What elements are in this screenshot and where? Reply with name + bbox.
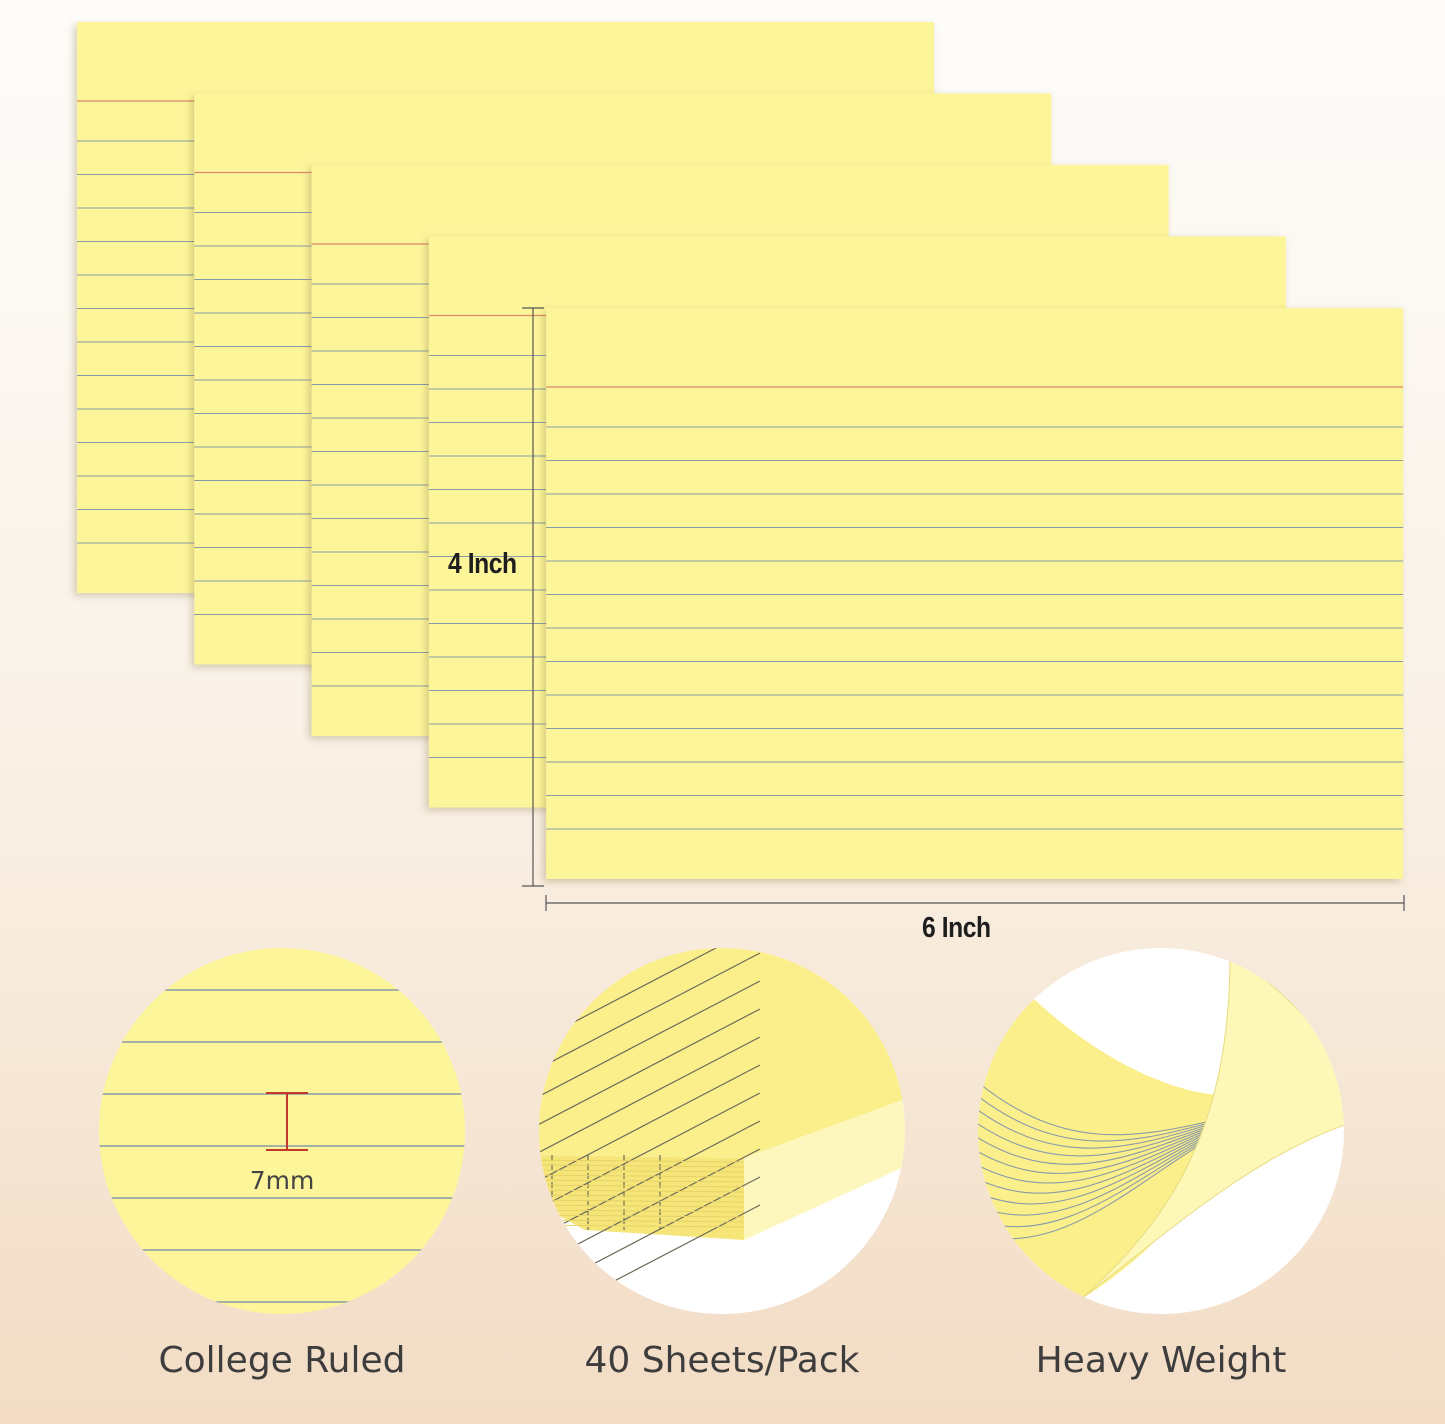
height-dimension-line — [522, 307, 544, 887]
sheet-stack-closeup — [539, 948, 905, 1314]
height-label: 4 Inch — [448, 548, 517, 580]
index-card — [546, 308, 1404, 879]
width-label: 6 Inch — [922, 912, 991, 944]
line-spacing-label: 7mm — [249, 1166, 315, 1195]
heavy-weight-closeup — [978, 948, 1344, 1314]
feature-label-college-ruled: College Ruled — [158, 1340, 406, 1381]
feature-label-heavy-weight: Heavy Weight — [1035, 1340, 1287, 1381]
feature-label-sheets-per-pack: 40 Sheets/Pack — [584, 1340, 860, 1381]
width-dimension-line — [545, 895, 1405, 911]
index-card-stack — [77, 22, 1404, 879]
college-ruled-closeup — [99, 948, 465, 1314]
spacing-marker-icon — [266, 1092, 308, 1151]
